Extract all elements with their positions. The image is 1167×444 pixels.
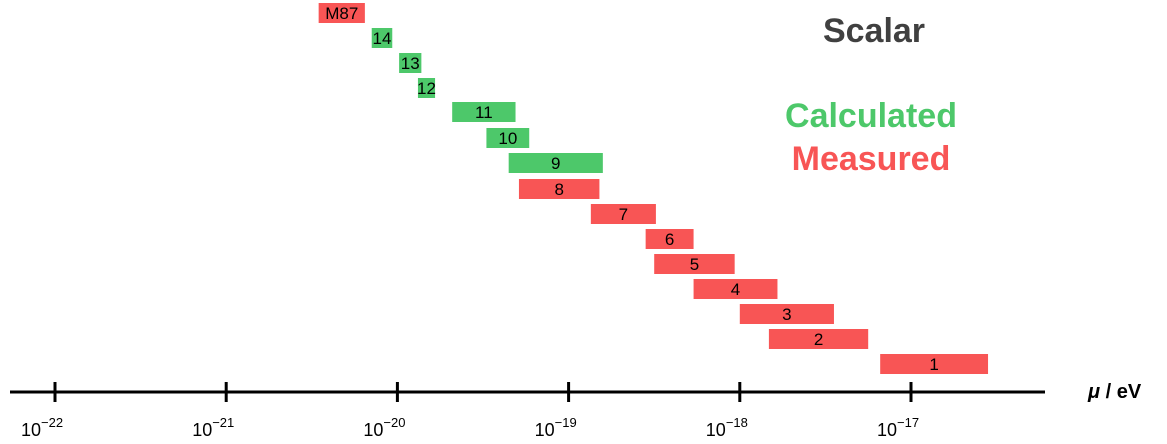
- x-tick-label: 10−19: [535, 415, 577, 440]
- bar-label-11: 11: [475, 103, 493, 122]
- x-tick-label: 10−18: [706, 415, 748, 440]
- x-axis: 10−22 10−21 10−20 10−19 10−18 10−17: [10, 382, 1045, 440]
- bar-m87: [318, 3, 365, 23]
- bar-6: [645, 229, 694, 249]
- bar-label-9: 9: [551, 154, 560, 173]
- bar-2: [768, 329, 869, 349]
- bar-7: [590, 204, 656, 224]
- bar-label-10: 10: [498, 129, 517, 148]
- bar-9: [508, 153, 603, 173]
- x-tick-label: 10−17: [877, 415, 919, 440]
- bar-label-8: 8: [554, 180, 563, 199]
- bar-label-5: 5: [690, 255, 699, 274]
- bar-11: [452, 102, 516, 122]
- x-tick-label: 10−20: [363, 415, 405, 440]
- bar-5: [654, 254, 735, 274]
- x-axis-label: μ / eV: [1087, 381, 1142, 403]
- legend-entry-measured: Measured: [792, 140, 951, 178]
- bar-3: [739, 304, 834, 324]
- bar-8: [518, 179, 600, 199]
- bar-label-7: 7: [619, 205, 628, 224]
- bar-label-m87: M87: [325, 4, 358, 23]
- legend-entry-calculated: Calculated: [785, 97, 957, 135]
- x-axis-unit: / eV: [1100, 381, 1142, 403]
- legend-title: Scalar: [823, 12, 925, 50]
- bars-layer: M87 14 13 12 11 10 9 8 7 65 4 3 2 1: [318, 3, 989, 374]
- bar-label-3: 3: [782, 305, 791, 324]
- bar-10: [486, 128, 530, 148]
- bar-4: [693, 279, 778, 299]
- x-tick-label: 10−22: [21, 415, 63, 440]
- bar-13: [399, 53, 422, 73]
- bar-label-12: 12: [417, 79, 436, 98]
- x-tick-label: 10−21: [192, 415, 234, 440]
- x-axis-symbol: μ: [1087, 381, 1100, 403]
- legend: Scalar Calculated Measured: [785, 12, 957, 178]
- bar-label-2: 2: [814, 330, 823, 349]
- bar-label-14: 14: [373, 29, 392, 48]
- bar-14: [371, 28, 393, 48]
- bar-label-1: 1: [929, 355, 938, 374]
- bar-label-13: 13: [401, 54, 420, 73]
- bar-label-4: 4: [731, 280, 740, 299]
- bar-1: [880, 354, 989, 374]
- bar-12: [417, 78, 436, 98]
- bar-label-6: 6: [665, 230, 674, 249]
